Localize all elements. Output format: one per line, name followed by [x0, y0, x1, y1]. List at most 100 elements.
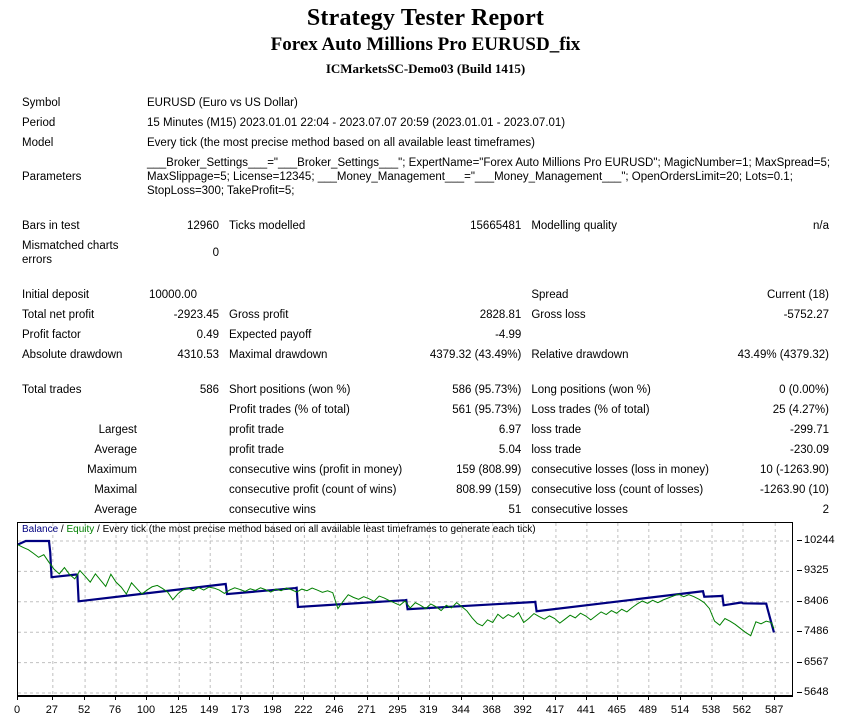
- spread-value: Current (18): [767, 289, 829, 301]
- row-initial-deposit: Initial deposit 10000.00 Spread Current …: [10, 285, 841, 305]
- broker-build-line: ICMarketsSC-Demo03 (Build 1415): [325, 61, 526, 76]
- x-tick-mark: [272, 696, 274, 700]
- chart-y-axis: 10244 9325 8406 7486 6567 5648: [797, 522, 851, 702]
- mismatched-value: 0: [212, 247, 219, 259]
- largest-loss-trade-label: loss trade: [531, 424, 582, 436]
- x-tick-mark: [17, 696, 18, 700]
- row-profit-trades: Profit trades (% of total) 561 (95.73%) …: [10, 400, 841, 420]
- max-consecutive-wins-label: consecutive wins (profit in money): [229, 464, 403, 476]
- largest-profit-trade-label: profit trade: [229, 424, 284, 436]
- modelling-quality-label: Modelling quality: [531, 220, 617, 232]
- avg-consecutive-losses-value: 2: [822, 504, 829, 516]
- x-tick-mark: [585, 696, 587, 700]
- long-positions-value: 0 (0.00%): [779, 384, 829, 396]
- report-info-table: Symbol EURUSD (Euro vs US Dollar) Period…: [10, 78, 841, 201]
- report-stats-table: Bars in test 12960 Ticks modelled 156654…: [10, 201, 841, 520]
- profit-factor-label: Profit factor: [22, 329, 81, 341]
- y-tick-mark: [797, 692, 802, 693]
- spread-label: Spread: [531, 289, 569, 301]
- x-tick-label: 465: [607, 704, 627, 716]
- row-symbol: Symbol EURUSD (Euro vs US Dollar): [10, 93, 841, 113]
- row-period: Period 15 Minutes (M15) 2023.01.01 22:04…: [10, 113, 841, 133]
- total-net-profit-value: -2923.45: [173, 309, 219, 321]
- profit-factor-value: 0.49: [196, 329, 219, 341]
- x-tick-label: 76: [108, 704, 122, 716]
- row-mismatched-charts-errors: Mismatched charts errors 0: [10, 236, 841, 270]
- maximal-label: Maximal: [94, 484, 137, 496]
- row-total-net-profit: Total net profit -2923.45 Gross profit 2…: [10, 305, 841, 325]
- avg-consecutive-wins-value: 51: [508, 504, 522, 516]
- row-total-trades: Total trades 586 Short positions (won %)…: [10, 380, 841, 400]
- x-tick-label: 246: [325, 704, 344, 716]
- max-consecutive-wins-value: 159 (808.99): [456, 464, 522, 476]
- x-tick-mark: [209, 696, 211, 700]
- absolute-drawdown-value: 4310.53: [177, 349, 219, 361]
- x-tick-label: 271: [357, 704, 376, 716]
- x-tick-label: 100: [136, 704, 156, 716]
- x-tick-label: 562: [732, 704, 752, 716]
- row-average-consecutive: Average consecutive wins 51 consecutive …: [10, 500, 841, 520]
- total-net-profit-label: Total net profit: [22, 309, 95, 321]
- parameters-label: Parameters: [22, 171, 82, 183]
- x-tick-label: 125: [169, 704, 188, 716]
- row-maximal: Maximal consecutive profit (count of win…: [10, 480, 841, 500]
- chart-x-axis: 0 27 52 76 100 125 149 173 198 222 246 271 295 319 344…: [0, 696, 851, 717]
- legend-model-text: / Every tick (the most precise method ba…: [94, 524, 536, 535]
- x-tick-label: 489: [638, 704, 657, 716]
- legend-separator: /: [58, 524, 67, 535]
- y-tick-mark: [797, 540, 802, 541]
- x-tick-mark: [522, 696, 524, 700]
- x-tick-label: 295: [388, 704, 407, 716]
- avg-consecutive-wins-label: consecutive wins: [229, 504, 316, 516]
- x-tick-mark: [240, 696, 242, 700]
- average-profit-trade-label: profit trade: [229, 444, 284, 456]
- row-parameters: Parameters ___Broker_Settings___="___Bro…: [10, 153, 841, 201]
- total-trades-value: 586: [199, 384, 219, 396]
- x-tick-label: 0: [13, 704, 21, 716]
- period-value: 15 Minutes (M15) 2023.01.01 22:04 - 2023…: [147, 117, 566, 129]
- x-tick-mark: [51, 696, 53, 700]
- modelling-quality-value: n/a: [813, 220, 829, 232]
- bars-in-test-label: Bars in test: [22, 220, 80, 232]
- x-tick-label: 344: [451, 704, 470, 716]
- x-tick-mark: [178, 696, 180, 700]
- short-positions-value: 586 (95.73%): [452, 384, 522, 396]
- long-positions-label: Long positions (won %): [531, 384, 651, 396]
- gross-loss-value: -5752.27: [783, 309, 829, 321]
- x-tick-mark: [334, 696, 336, 700]
- x-tick-mark: [554, 696, 556, 700]
- x-tick-label: 392: [513, 704, 532, 716]
- gross-profit-value: 2828.81: [479, 309, 522, 321]
- chart-plot-area: [18, 523, 792, 695]
- maximal-drawdown-label: Maximal drawdown: [229, 349, 328, 361]
- max-consecutive-losses-label: consecutive losses (loss in money): [531, 464, 709, 476]
- series-equity-line: [18, 544, 775, 637]
- row-average: Average profit trade 5.04 loss trade -23…: [10, 440, 841, 460]
- model-value: Every tick (the most precise method base…: [147, 137, 535, 149]
- x-tick-label: 149: [200, 704, 219, 716]
- profit-trades-value: 561 (95.73%): [452, 404, 522, 416]
- gross-profit-label: Gross profit: [229, 309, 289, 321]
- model-label: Model: [22, 137, 54, 149]
- legend-equity-label: Equity: [66, 524, 95, 535]
- legend-balance-label: Balance: [22, 524, 59, 535]
- chart-x-axis-line: [17, 696, 793, 697]
- y-tick-label: 5648: [804, 686, 829, 698]
- ticks-modelled-label: Ticks modelled: [229, 220, 306, 232]
- y-tick-mark: [797, 570, 802, 572]
- x-tick-mark: [680, 696, 682, 700]
- x-tick-mark: [428, 696, 430, 700]
- maximal-consecutive-profit-value: 808.99 (159): [456, 484, 522, 496]
- x-tick-label: 417: [545, 704, 565, 716]
- maximal-consecutive-loss-value: -1263.90 (10): [759, 484, 829, 496]
- relative-drawdown-value: 43.49% (4379.32): [737, 349, 829, 361]
- series-balance-line: [18, 539, 776, 633]
- chart-legend: Balance / Equity / Every tick (the most …: [22, 524, 536, 536]
- page-title: Strategy Tester Report: [306, 5, 545, 31]
- y-tick-label: 8406: [804, 594, 829, 607]
- mismatched-label: Mismatched charts errors: [22, 240, 119, 266]
- x-tick-label: 198: [263, 704, 282, 716]
- x-tick-label: 538: [701, 704, 721, 716]
- x-tick-mark: [711, 696, 713, 700]
- expected-payoff-value: -4.99: [495, 329, 522, 341]
